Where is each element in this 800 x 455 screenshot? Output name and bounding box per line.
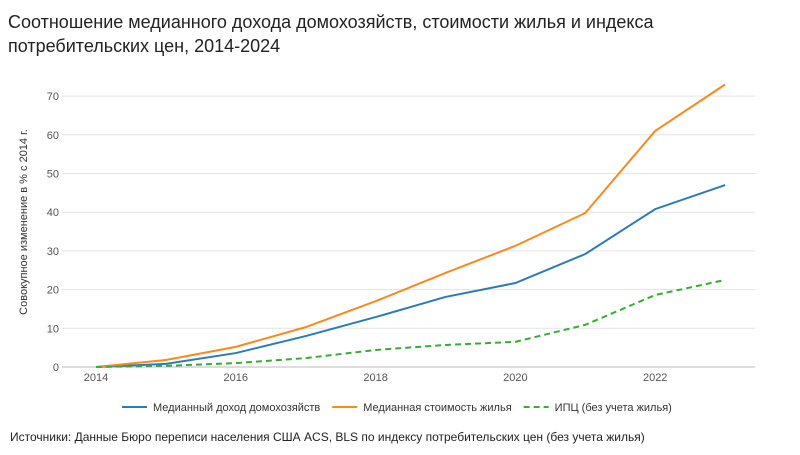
y-tick-label: 50: [47, 169, 59, 181]
y-tick-label: 70: [47, 91, 59, 103]
x-tick-label: 2014: [84, 372, 108, 384]
x-tick-label: 2016: [224, 372, 248, 384]
x-tick-label: 2018: [363, 372, 387, 384]
y-tick-label: 10: [47, 323, 59, 335]
y-tick-label: 0: [53, 362, 59, 374]
x-tick-label: 2022: [643, 372, 667, 384]
x-tick-label: 2020: [503, 372, 527, 384]
y-tick-label: 60: [47, 130, 59, 142]
series-line: [95, 278, 726, 368]
y-tick-label: 40: [47, 207, 59, 219]
series-line: [95, 184, 726, 368]
legend-label: Медианная стоимость жилья: [363, 402, 511, 414]
y-tick-label: 20: [47, 285, 59, 297]
source-note: Источники: Данные Бюро переписи населени…: [10, 430, 645, 444]
y-axis-label: Совокупное изменение в % с 2014 г.: [18, 129, 30, 315]
series-line: [95, 83, 726, 368]
legend-label: Медианный доход домохозяйств: [153, 402, 320, 414]
legend-label: ИПЦ (без учета жилья): [555, 402, 672, 414]
y-tick-label: 30: [47, 246, 59, 258]
chart-title: Соотношение медианного дохода домохозяйс…: [8, 12, 654, 56]
